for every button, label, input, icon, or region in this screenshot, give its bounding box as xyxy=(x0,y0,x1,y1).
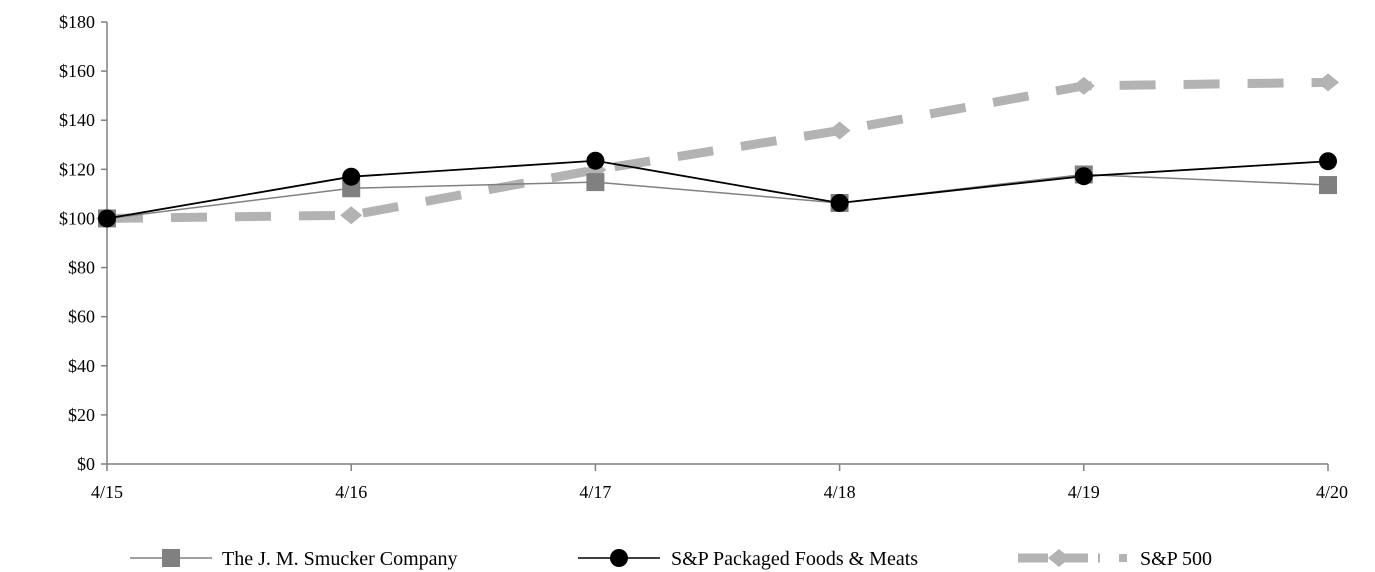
data-point-square xyxy=(1319,176,1337,195)
data-point-circle xyxy=(830,193,849,212)
legend-label: S&P Packaged Foods & Meats xyxy=(671,548,918,570)
series-layer xyxy=(96,73,1339,228)
y-tick-label: $100 xyxy=(59,208,95,228)
y-tick-label: $80 xyxy=(68,258,95,278)
data-point-circle xyxy=(342,167,361,186)
data-point-diamond xyxy=(1317,73,1339,92)
y-tick-label: $180 xyxy=(59,12,95,32)
data-point-circle xyxy=(1074,167,1093,186)
data-point-square xyxy=(586,173,605,192)
data-point-square xyxy=(162,549,180,567)
y-tick-label: $120 xyxy=(59,159,95,179)
data-point-circle xyxy=(610,549,628,567)
y-tick-label: $60 xyxy=(68,307,95,327)
legend-square xyxy=(1119,554,1127,562)
y-tick-label: $140 xyxy=(59,110,95,130)
series-line xyxy=(106,159,1329,220)
legend-item: S&P 500 xyxy=(1018,548,1212,570)
legend-label: S&P 500 xyxy=(1140,548,1212,570)
x-tick-label: 4/17 xyxy=(579,482,611,502)
legend: The J. M. Smucker Company S&P Packaged Fo… xyxy=(130,548,1212,570)
y-tick-label: $40 xyxy=(68,356,95,376)
series-2 xyxy=(96,73,1339,228)
x-tick-label: 4/15 xyxy=(91,482,123,502)
data-point-circle xyxy=(586,151,605,170)
x-tick-label: 4/19 xyxy=(1068,482,1100,502)
x-axis: 4/15 4/16 4/17 4/18 4/19 4/20 xyxy=(91,463,1348,502)
data-point-diamond xyxy=(1048,549,1070,567)
y-axis: $0 $20 $40 $60 $80 $100 $120 $140 $160 $180 xyxy=(59,12,108,474)
series-line xyxy=(106,77,1329,223)
series-line xyxy=(106,173,1329,220)
x-tick-label: 4/20 xyxy=(1316,482,1348,502)
y-tick-label: $160 xyxy=(59,61,95,81)
series-1 xyxy=(98,151,1337,228)
legend-item: S&P Packaged Foods & Meats xyxy=(578,548,918,570)
y-tick-label: $20 xyxy=(68,405,95,425)
x-tick-label: 4/18 xyxy=(824,482,856,502)
data-point-circle xyxy=(98,209,116,228)
data-point-diamond xyxy=(340,206,363,225)
x-tick-label: 4/16 xyxy=(335,482,367,502)
data-point-circle xyxy=(1319,152,1337,171)
y-tick-label: $0 xyxy=(77,454,95,474)
series-0 xyxy=(98,165,1337,228)
legend-label: The J. M. Smucker Company xyxy=(222,548,458,570)
data-point-diamond xyxy=(1072,76,1095,95)
data-point-diamond xyxy=(828,121,851,140)
legend-item: The J. M. Smucker Company xyxy=(130,548,458,570)
